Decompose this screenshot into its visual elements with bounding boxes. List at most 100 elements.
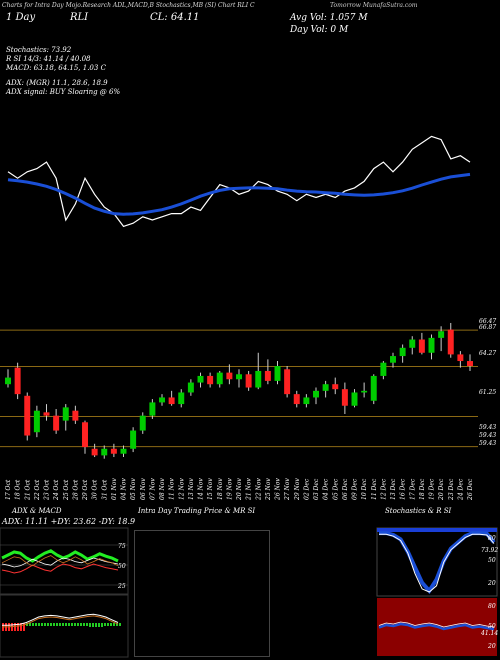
- stoch-k-line: [379, 531, 496, 595]
- date-label-38: 11 Dec: [371, 478, 378, 500]
- date-label-31: 02 Dec: [303, 478, 310, 500]
- macd-hist-20: [62, 623, 64, 626]
- macd-hist-18: [56, 623, 58, 626]
- macd-hist-27: [83, 623, 85, 626]
- intra-day-panel: [134, 530, 270, 657]
- date-label-17: 11 Nov: [169, 478, 176, 500]
- macd-hist-26: [80, 623, 82, 626]
- avg-vol: Avg Vol: 1.057 M: [290, 13, 368, 23]
- candle-body-32: [313, 390, 319, 398]
- rsi-axis-50: 50: [488, 623, 496, 630]
- candle-body-16: [159, 397, 165, 403]
- candle-body-24: [236, 374, 242, 380]
- price-label-bottom1: 59.43: [479, 424, 497, 431]
- macd-hist-24: [74, 623, 76, 626]
- date-label-14: 06 Nov: [140, 478, 147, 500]
- candle-body-14: [139, 415, 146, 431]
- date-label-39: 12 Dec: [380, 478, 387, 500]
- date-label-6: 25 Oct: [63, 479, 70, 500]
- date-label-36: 09 Dec: [352, 478, 359, 500]
- date-label-44: 19 Dec: [429, 478, 436, 500]
- candle-body-15: [149, 402, 156, 416]
- date-label-26: 22 Nov: [255, 478, 262, 500]
- date-label-42: 17 Dec: [409, 478, 416, 500]
- date-label-34: 05 Dec: [332, 478, 339, 500]
- date-label-22: 18 Nov: [217, 478, 224, 500]
- candle-body-25: [245, 374, 252, 388]
- macd-hist-37: [113, 623, 115, 626]
- date-label-33: 04 Dec: [323, 478, 330, 500]
- candle-body-48: [467, 361, 473, 366]
- candle-body-34: [332, 384, 339, 390]
- candle-body-0: [5, 377, 11, 385]
- candle-body-21: [207, 375, 214, 385]
- macd-hist-22: [68, 623, 70, 626]
- macd-hist-15: [47, 623, 49, 626]
- date-label-40: 13 Dec: [390, 478, 397, 500]
- adx-panel-box: [0, 527, 129, 595]
- candle-body-19: [187, 382, 194, 393]
- adx-panel-title: ADX & MACD: [12, 507, 62, 515]
- macd-hist-19: [59, 623, 61, 626]
- date-label-30: 29 Nov: [294, 478, 301, 500]
- rsi-line: [378, 622, 495, 631]
- candle-body-42: [409, 339, 416, 348]
- candle-body-7: [72, 410, 79, 421]
- moving-average-line: [7, 172, 471, 216]
- date-label-47: 24 Dec: [457, 478, 464, 500]
- rsi-axis-20: 20: [487, 643, 496, 650]
- date-label-9: 30 Oct: [92, 479, 99, 500]
- rsi-axis-80: 80: [488, 603, 496, 610]
- adx-minus-di-line: [1, 563, 119, 574]
- date-label-11: 01 Nov: [111, 478, 118, 500]
- candle-body-26: [255, 370, 262, 388]
- stoch-readout: Stochastics: 73.92: [6, 46, 72, 54]
- adx-signal-readout: ADX signal: BUY Sloaring @ 6%: [6, 88, 121, 96]
- candle-body-6: [62, 407, 69, 421]
- adx-axis-top: 75: [118, 543, 126, 550]
- price-label-low: 61.25: [479, 389, 497, 396]
- date-label-27: 25 Nov: [265, 478, 272, 500]
- date-label-37: 10 Dec: [361, 478, 368, 500]
- adx-aux-line: [1, 555, 119, 567]
- date-label-41: 16 Dec: [400, 478, 407, 500]
- macd-hist-6: [20, 623, 22, 631]
- day-vol: Day Vol: 0 M: [290, 25, 349, 35]
- macd-hist-23: [71, 623, 73, 626]
- candle-body-20: [197, 375, 204, 383]
- date-label-19: 13 Nov: [188, 478, 195, 500]
- date-label-8: 29 Oct: [82, 479, 89, 500]
- price-label-mid: 64.27: [479, 350, 497, 357]
- macd-hist-11: [35, 623, 37, 626]
- macd-hist-7: [23, 623, 25, 631]
- candle-body-2: [24, 395, 31, 436]
- date-label-7: 28 Oct: [72, 479, 79, 500]
- macd-hist-38: [116, 623, 118, 626]
- candle-body-13: [130, 430, 137, 449]
- macd-hist-39: [119, 623, 121, 626]
- candle-body-5: [53, 415, 60, 431]
- macd-hist-32: [98, 623, 100, 627]
- candle-body-18: [178, 392, 185, 405]
- candle-body-30: [293, 394, 300, 405]
- date-label-12: 04 Nov: [121, 478, 128, 500]
- candle-body-28: [274, 366, 281, 381]
- stoch-top-band: [377, 528, 497, 532]
- date-label-32: 03 Dec: [313, 478, 320, 500]
- candle-body-39: [380, 362, 387, 376]
- main-chart: 17 Oct 18 Oct 21 Oct 22 Oct 23 Oct 24 Oct 25 O…: [0, 135, 478, 500]
- date-label-13: 05 Nov: [130, 478, 137, 500]
- macd-hist-12: [38, 623, 40, 626]
- date-label-15: 07 Nov: [149, 478, 156, 500]
- adx-axis-bot: 25: [117, 583, 126, 590]
- stoch-panel-title: Stochastics & R SI: [385, 507, 452, 515]
- close-label: CL: 64.11: [150, 12, 200, 23]
- adx-axis-mid: 50: [118, 563, 126, 570]
- date-label-5: 24 Oct: [53, 479, 60, 500]
- macd-hist-29: [89, 623, 91, 627]
- ticker-label: RLI: [70, 12, 89, 23]
- macd-hist-8: [26, 623, 28, 626]
- candle-body-11: [110, 448, 117, 454]
- candle-body-3: [33, 410, 40, 433]
- candle-body-12: [120, 448, 127, 454]
